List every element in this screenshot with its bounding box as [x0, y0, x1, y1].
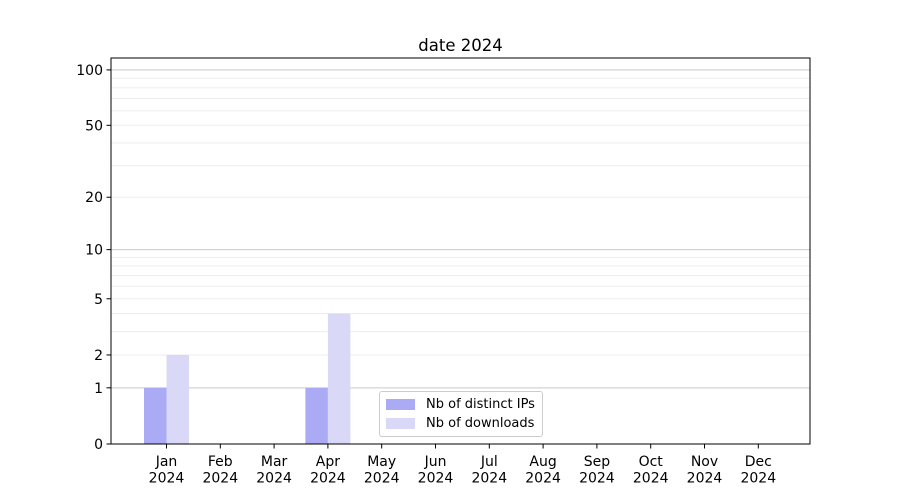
y-axis-ticks-and-labels: 0 1 2 5 10 20 50 100	[76, 63, 111, 453]
legend-label-downloads: Nb of downloads	[426, 416, 535, 431]
y-tick-label-10: 10	[85, 243, 103, 259]
y-tick-label-2: 2	[94, 348, 103, 364]
legend-swatch-downloads	[386, 418, 415, 429]
y-tick-label-20: 20	[85, 190, 103, 206]
bars	[144, 313, 351, 444]
bar-distinct-ips-jan	[144, 387, 167, 444]
x-tick-label-jul: Jul 2024	[471, 454, 507, 486]
bar-distinct-ips-apr	[305, 387, 328, 444]
legend-swatch-distinct-ips	[386, 399, 415, 410]
x-tick-label-nov: Nov 2024	[687, 454, 723, 486]
y-tick-label-100: 100	[76, 63, 103, 79]
y-tick-label-1: 1	[94, 381, 103, 397]
chart-title: date 2024	[418, 36, 503, 55]
x-tick-label-jan: Jan 2024	[149, 454, 185, 486]
y-tick-label-50: 50	[85, 118, 103, 134]
minor-gridlines	[111, 77, 810, 356]
x-tick-label-aug: Aug 2024	[525, 454, 561, 486]
legend-item-downloads: Nb of downloads	[386, 416, 536, 431]
x-tick-label-feb: Feb 2024	[202, 454, 238, 486]
x-axis-ticks-and-labels: Jan 2024 Feb 2024 Mar 2024 Apr 2024 May 2024 Jun 20…	[149, 444, 776, 486]
bar-downloads-jan	[166, 354, 189, 444]
x-tick-label-mar: Mar 2024	[256, 454, 292, 486]
bar-downloads-apr	[327, 313, 351, 444]
legend-label-distinct-ips: Nb of distinct IPs	[426, 397, 535, 412]
y-tick-label-0: 0	[94, 437, 103, 453]
x-tick-label-may: May 2024	[364, 454, 400, 486]
x-tick-label-apr: Apr 2024	[310, 454, 346, 486]
x-tick-label-oct: Oct 2024	[633, 454, 669, 486]
x-tick-label-dec: Dec 2024	[740, 454, 776, 486]
x-tick-label-sep: Sep 2024	[579, 454, 615, 486]
y-tick-label-5: 5	[94, 292, 103, 308]
plot-border	[110, 57, 811, 445]
major-gridlines	[111, 69, 810, 389]
x-tick-label-jun: Jun 2024	[418, 454, 454, 486]
legend-item-distinct-ips: Nb of distinct IPs	[386, 397, 536, 412]
legend: Nb of distinct IPs Nb of downloads	[379, 391, 543, 437]
